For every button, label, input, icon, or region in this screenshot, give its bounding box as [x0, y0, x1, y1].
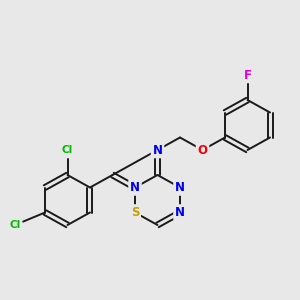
Text: O: O	[197, 143, 208, 157]
Text: Cl: Cl	[9, 220, 21, 230]
Text: F: F	[244, 68, 251, 82]
Text: N: N	[175, 206, 185, 219]
Text: S: S	[131, 206, 139, 219]
Text: N: N	[175, 181, 185, 194]
Text: N: N	[152, 143, 163, 157]
Text: N: N	[130, 181, 140, 194]
Text: Cl: Cl	[62, 145, 73, 155]
